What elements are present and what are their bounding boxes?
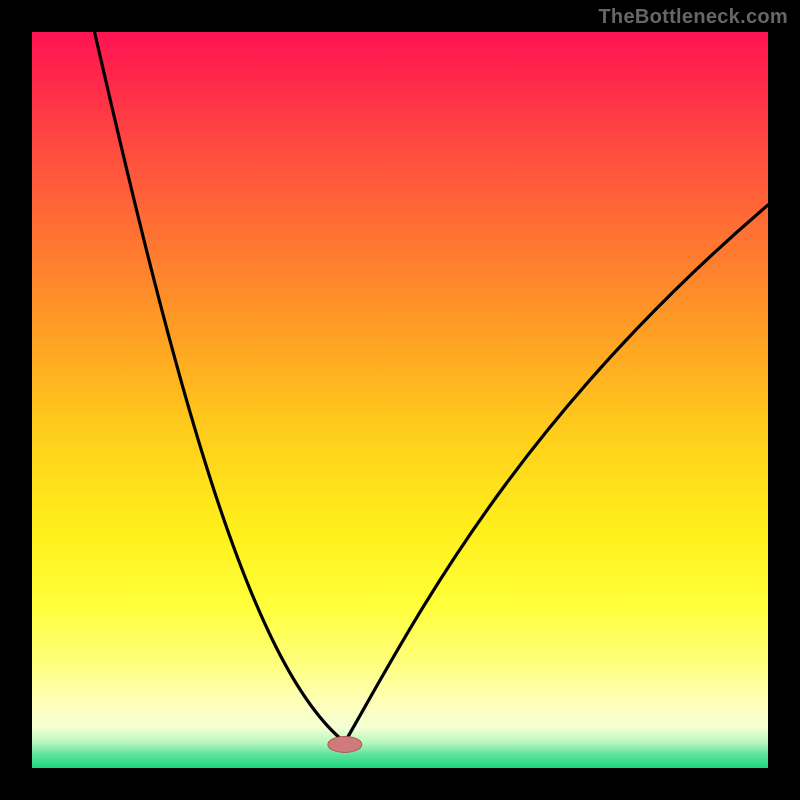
- bottleneck-apex-marker: [328, 736, 362, 752]
- plot-gradient-background: [32, 32, 768, 768]
- chart-container: TheBottleneck.com: [0, 0, 800, 800]
- watermark-text: TheBottleneck.com: [598, 6, 788, 29]
- bottleneck-chart: [0, 0, 800, 800]
